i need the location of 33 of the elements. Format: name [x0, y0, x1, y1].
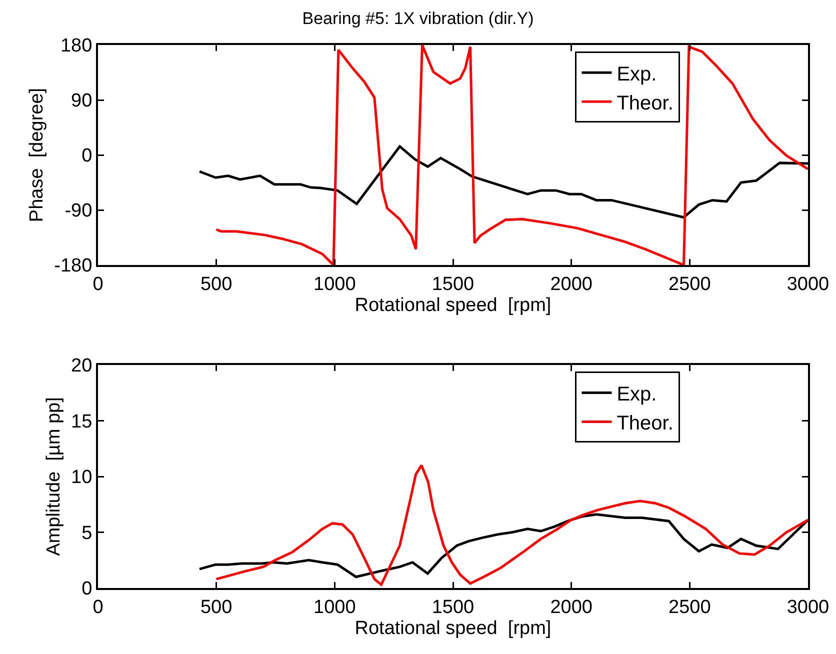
- chart-title: Bearing #5: 1X vibration (dir.Y): [302, 8, 534, 28]
- x-axis-title: Rotational speed [rpm]: [354, 295, 552, 316]
- x-tick-label: 1500: [432, 274, 474, 295]
- x-tick-label: 2500: [668, 274, 711, 295]
- legend-label: Theor.: [616, 92, 674, 114]
- x-tick-label: 2000: [550, 274, 592, 295]
- y-axis-title: Phase [degree]: [26, 88, 48, 222]
- y-tick-label: 0: [82, 146, 92, 167]
- y-tick-label: 20: [71, 356, 92, 377]
- x-tick-label: 3000: [786, 596, 830, 618]
- line-series: [215, 45, 808, 265]
- legend-label: Exp.: [616, 63, 657, 86]
- x-tick-label: 1500: [432, 596, 474, 618]
- y-tick-label: 10: [71, 467, 92, 488]
- x-tick-label: 2000: [550, 596, 592, 618]
- x-axis-title: Rotational speed [rpm]: [354, 618, 552, 640]
- legend-label: Theor.: [616, 412, 674, 434]
- y-tick-label: -180: [54, 256, 92, 277]
- x-tick-label: 1000: [314, 596, 356, 618]
- y-tick-label: 90: [71, 90, 92, 112]
- x-tick-label: 500: [200, 596, 232, 618]
- x-tick-label: 500: [200, 274, 232, 295]
- y-tick-label: 15: [71, 411, 92, 432]
- y-tick-label: 0: [82, 578, 92, 600]
- x-tick-label: 1000: [314, 274, 356, 295]
- legend-label: Exp.: [616, 383, 657, 406]
- y-axis-title: Amplitude [µm pp]: [43, 397, 64, 556]
- y-tick-label: -90: [64, 200, 92, 222]
- x-tick-label: 3000: [786, 274, 830, 295]
- y-tick-label: 5: [82, 522, 92, 544]
- line-series: [215, 464, 808, 586]
- y-tick-label: 180: [60, 36, 92, 57]
- x-tick-label: 2500: [668, 596, 711, 618]
